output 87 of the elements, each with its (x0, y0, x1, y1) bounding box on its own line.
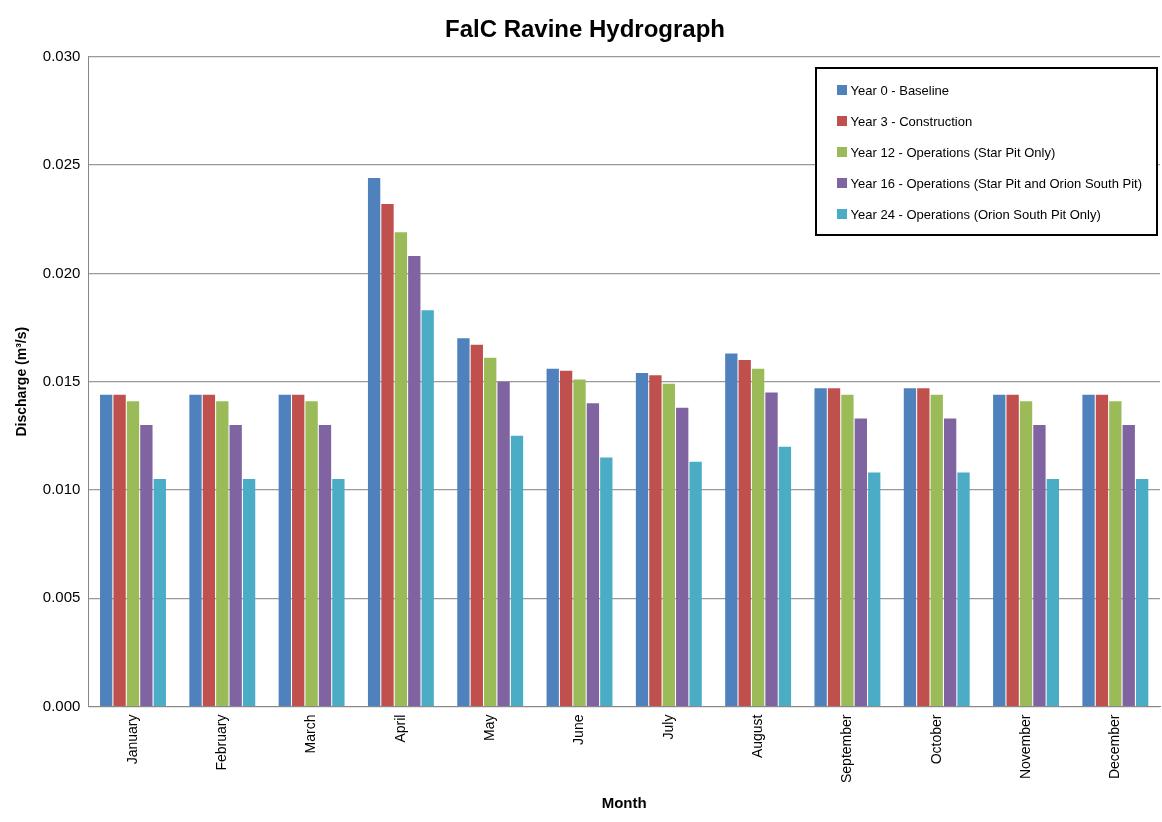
bar (1082, 394, 1095, 706)
x-tick-label: October (927, 714, 944, 765)
x-tick-label: December (1106, 714, 1123, 780)
bar (635, 373, 649, 706)
x-tick-label: June (570, 714, 587, 745)
bar (649, 375, 662, 706)
bar (1122, 424, 1135, 706)
bar (1135, 479, 1149, 706)
x-tick-label: November (1016, 714, 1033, 780)
bar (484, 357, 497, 706)
x-tick-label: February (213, 714, 230, 771)
y-tick-label: 0.030 (42, 46, 81, 64)
bar (1095, 394, 1109, 706)
bar (242, 479, 256, 706)
bar (292, 394, 305, 706)
bar (510, 435, 524, 706)
x-tick-label: April (391, 714, 408, 743)
bar (827, 388, 841, 706)
y-tick-label: 0.015 (42, 371, 81, 389)
bar (738, 360, 751, 706)
bar (367, 178, 381, 706)
bar (600, 457, 613, 706)
bar (126, 401, 140, 706)
bar (394, 232, 408, 706)
x-tick-label: May (481, 714, 498, 741)
bar (278, 394, 291, 706)
bar (930, 394, 943, 706)
bar (153, 479, 166, 706)
legend-label: Year 16 - Operations (Star Pit and Orion South Pit) (850, 175, 1142, 191)
x-tick-label: September (838, 714, 855, 783)
legend-label: Year 12 - Operations (Star Pit Only) (850, 144, 1056, 160)
bar (381, 204, 394, 706)
x-tick-label: March (302, 714, 319, 754)
bar (854, 418, 867, 706)
bar (559, 370, 573, 706)
bar (957, 472, 970, 706)
bar (917, 388, 930, 706)
bar (841, 394, 854, 706)
bar (1109, 401, 1122, 706)
bar (725, 353, 738, 706)
x-axis-title: Month (601, 794, 647, 812)
y-tick-label: 0.005 (42, 588, 81, 606)
bar (814, 388, 827, 706)
y-tick-label: 0.000 (42, 696, 81, 714)
bar (868, 472, 881, 706)
x-tick-label: January (123, 714, 140, 765)
bar (1006, 394, 1019, 706)
bar (1046, 479, 1059, 706)
bar (573, 379, 586, 706)
bar (751, 368, 765, 706)
x-tick-label: July (659, 714, 676, 740)
bar (408, 256, 421, 706)
legend-label: Year 24 - Operations (Orion South Pit Only) (850, 206, 1101, 222)
bar (903, 388, 917, 706)
chart-title: FalC Ravine Hydrograph (444, 15, 726, 43)
y-tick-label: 0.010 (42, 480, 81, 498)
y-tick-label: 0.020 (42, 263, 81, 281)
bar (689, 461, 702, 706)
bar (470, 344, 483, 706)
bar (189, 394, 202, 706)
bar (1019, 401, 1033, 706)
bar (457, 338, 470, 706)
bar (497, 381, 510, 706)
x-tick-label: August (748, 714, 765, 759)
bar (202, 394, 216, 706)
legend-label: Year 0 - Baseline (850, 82, 950, 98)
bar (113, 394, 126, 706)
bar (943, 418, 957, 706)
bar (778, 446, 792, 706)
bar (305, 401, 318, 706)
bar (586, 403, 600, 706)
bar (318, 424, 332, 706)
bar (546, 368, 559, 706)
bar (765, 392, 778, 706)
bar (662, 383, 675, 706)
y-tick-label: 0.025 (42, 155, 81, 173)
bar (676, 407, 689, 706)
bar (216, 401, 229, 706)
bar (993, 394, 1006, 706)
bar (100, 394, 113, 706)
y-axis-title: Discharge (m³/s) (13, 326, 30, 437)
bar (421, 310, 434, 706)
bar (229, 424, 242, 706)
bar (140, 424, 153, 706)
bar (332, 479, 345, 706)
legend-label: Year 3 - Construction (850, 113, 973, 129)
bar (1033, 424, 1046, 706)
